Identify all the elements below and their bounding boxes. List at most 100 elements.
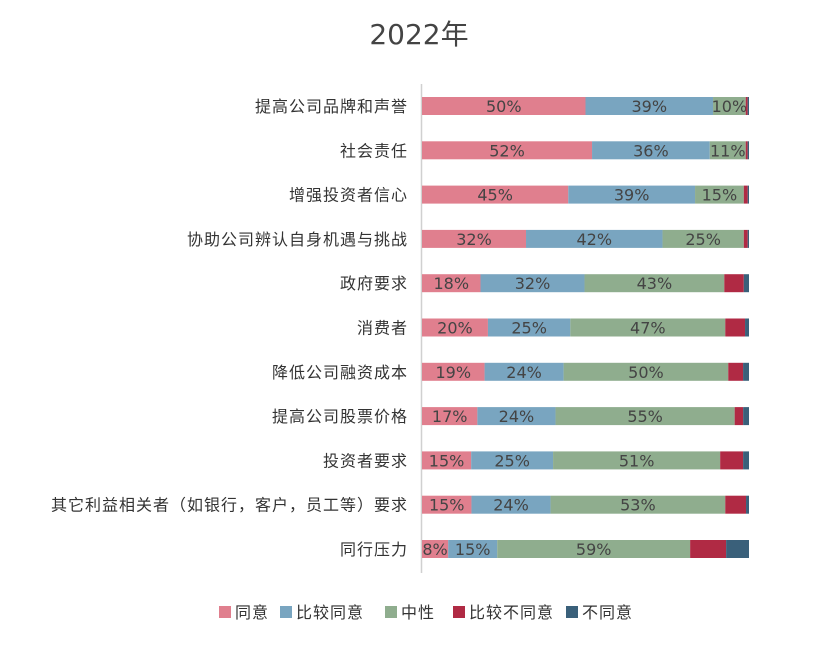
bar-segment (422, 407, 478, 426)
bar-segment (662, 229, 744, 248)
legend-label: 比较同意 (296, 603, 364, 622)
bar-segment (448, 540, 498, 558)
category-label: 同行压力 (340, 540, 408, 559)
data-label: 39% (631, 97, 667, 116)
category-label: 其它利益相关者（如银行，客户，员工等）要求 (51, 496, 408, 515)
data-label: 53% (620, 496, 656, 515)
legend-swatch (280, 606, 292, 618)
data-label: 18% (433, 274, 469, 293)
bar-segment (422, 274, 481, 293)
bar-segment (746, 495, 749, 514)
data-label: 32% (456, 230, 492, 249)
data-label: 10% (712, 97, 748, 116)
data-label: 32% (515, 274, 551, 293)
bar-segment (713, 97, 746, 115)
data-label: 25% (685, 230, 721, 249)
bar-segment (422, 451, 472, 470)
bar-segment (422, 540, 449, 558)
data-label: 25% (511, 319, 547, 338)
bar-segment (568, 185, 696, 204)
data-label: 15% (429, 451, 465, 470)
bar-segment (743, 362, 749, 381)
data-label: 59% (576, 540, 612, 559)
bar-segment (550, 495, 726, 514)
legend-label: 不同意 (582, 603, 633, 622)
legend-swatch (453, 606, 465, 618)
data-label: 24% (493, 496, 529, 515)
bar-segment (720, 451, 744, 470)
bar-segment (585, 97, 714, 115)
bar-segment (471, 495, 551, 514)
bar-segment (747, 185, 749, 204)
bar-segment (725, 495, 747, 514)
bar-segment (497, 540, 691, 558)
bar-segment (725, 318, 746, 337)
bar-segment (747, 141, 749, 160)
bar-segment (570, 318, 726, 337)
data-label: 39% (614, 186, 650, 205)
data-label: 51% (619, 451, 655, 470)
bar-segment (695, 185, 744, 204)
category-label: 提高公司股票价格 (272, 407, 408, 426)
bar-segment (471, 451, 554, 470)
bar-segment (480, 274, 585, 293)
bar-segment (743, 407, 749, 426)
legend-swatch (566, 606, 578, 618)
category-label: 提高公司品牌和声誉 (255, 97, 408, 116)
bar-segment (484, 362, 564, 381)
bar-segment (592, 141, 710, 160)
bar-segment (745, 97, 748, 115)
bar-segment (734, 407, 744, 426)
bar-segment (747, 229, 749, 248)
category-label: 消费者 (357, 319, 408, 338)
category-label: 增强投资者信心 (289, 186, 408, 205)
bar-segment (690, 540, 727, 558)
data-label: 25% (494, 451, 530, 470)
bar-segment (726, 540, 749, 558)
data-label: 47% (630, 319, 666, 338)
bar-segment (724, 274, 744, 293)
bar-segment (526, 229, 663, 248)
legend-swatch (219, 606, 231, 618)
bar-segment (745, 318, 749, 337)
bar-segment (743, 451, 749, 470)
data-label: 15% (455, 540, 491, 559)
bar-segment (745, 141, 748, 160)
bar-segment (555, 407, 735, 426)
bar-segment (728, 362, 744, 381)
data-label: 20% (437, 319, 473, 338)
category-labels: 提高公司品牌和声誉社会责任增强投资者信心协助公司辨认自身机遇与挑战政府要求消费者… (51, 97, 408, 559)
bar-segment (553, 451, 721, 470)
data-label: 52% (489, 141, 525, 160)
bar-segment (747, 97, 749, 115)
bar-segment (422, 141, 593, 160)
data-label: 15% (429, 496, 465, 515)
data-label: 19% (435, 363, 471, 382)
data-label: 43% (637, 274, 673, 293)
bar-segment (709, 141, 746, 160)
category-label: 投资者要求 (323, 451, 408, 470)
bar-segment (584, 274, 725, 293)
legend-label: 比较不同意 (469, 603, 554, 622)
legend-label: 中性 (401, 603, 435, 622)
data-label: 17% (432, 407, 468, 426)
bar-segment (487, 318, 571, 337)
data-label: 36% (633, 141, 669, 160)
category-label: 社会责任 (340, 141, 408, 160)
bar-segment (422, 97, 586, 115)
bars-layer: 50% 39% 10% 52% 36% 11% 45% 39% 15% 32% 42% 25% 18% 3… (422, 97, 749, 559)
data-label: 11% (710, 141, 746, 160)
data-label: 50% (628, 363, 664, 382)
bar-segment (422, 362, 485, 381)
data-label: 45% (477, 186, 513, 205)
bar-segment (477, 407, 556, 426)
data-label: 24% (506, 363, 542, 382)
category-label: 政府要求 (340, 274, 408, 293)
data-label: 8% (422, 540, 447, 559)
bar-segment (743, 185, 748, 204)
bar-segment (422, 229, 527, 248)
legend-label: 同意 (235, 603, 269, 622)
data-label: 55% (627, 407, 663, 426)
bar-segment (422, 185, 569, 204)
data-label: 42% (576, 230, 612, 249)
